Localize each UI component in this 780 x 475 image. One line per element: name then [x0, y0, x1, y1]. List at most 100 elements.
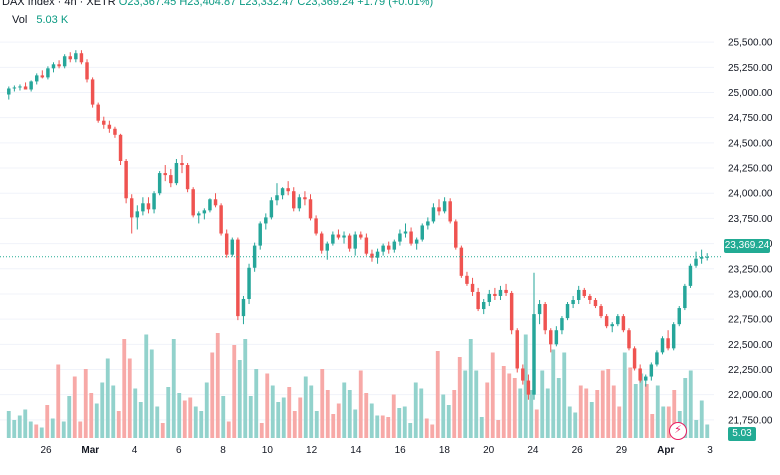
volume-bar [457, 357, 462, 438]
grid-lines [0, 41, 714, 421]
volume-bar [182, 400, 187, 438]
candle-body [90, 79, 95, 105]
candle-body [671, 324, 676, 349]
volume-bar [138, 402, 143, 438]
volume-bar [347, 390, 352, 438]
volume-bar [595, 390, 600, 438]
volume-bar [166, 387, 171, 438]
candle-body [526, 380, 531, 395]
candle-body [303, 197, 307, 200]
volume-bar [633, 384, 638, 438]
candle-body [582, 289, 587, 296]
volume-bar [78, 421, 83, 438]
volume-bar [699, 400, 704, 438]
candle-body [504, 289, 508, 293]
volume-bar [545, 388, 550, 438]
volume-bar [369, 403, 374, 438]
candle-body [191, 189, 195, 216]
price-tick-label: 23,750.00 [728, 214, 773, 225]
candle-body [197, 213, 201, 216]
volume-bar [281, 397, 286, 438]
volume-bar [501, 366, 506, 438]
candle-body [655, 352, 659, 365]
candle-body [202, 210, 207, 214]
volume-bar [584, 388, 589, 438]
price-tick-label: 25,500.00 [728, 38, 773, 49]
candle-body [437, 207, 441, 212]
candle-body [208, 199, 212, 211]
volume-bar [160, 423, 165, 438]
last-price-label: 23,369.24 [724, 239, 770, 253]
volume-bar [600, 370, 605, 438]
price-tick-label: 24,500.00 [728, 138, 773, 149]
candle-body [113, 128, 117, 135]
candle-body [392, 241, 397, 250]
volume-bar [391, 394, 396, 438]
candle-body [292, 191, 296, 209]
candle-body [426, 221, 430, 226]
price-tick-label: 24,750.00 [728, 113, 773, 124]
candle-body [308, 199, 313, 219]
price-candles [7, 50, 709, 400]
candle-body [359, 234, 363, 238]
candle-body [632, 348, 637, 369]
volume-bar [408, 423, 413, 438]
candle-body [46, 68, 50, 78]
candle-body [565, 304, 570, 319]
volume-bar [441, 394, 446, 438]
volume-bar [56, 364, 61, 438]
volume-bar [705, 424, 710, 438]
candle-body [409, 231, 413, 244]
volume-bar [45, 405, 50, 438]
volume-bar [688, 370, 693, 438]
volume-legend[interactable]: Vol 5.03 K [12, 14, 68, 26]
volume-bar [39, 427, 44, 438]
candle-body [18, 86, 22, 88]
candle-body [576, 289, 581, 300]
candle-body [325, 243, 330, 251]
candle-body [152, 193, 156, 210]
candle-body [688, 265, 693, 286]
candle-body [649, 364, 654, 377]
candle-body [269, 200, 274, 218]
volume-bar [375, 415, 380, 438]
volume-bar [17, 415, 22, 438]
candle-body [129, 198, 134, 218]
volume-bar [644, 384, 649, 438]
volume-bar [303, 376, 308, 438]
candle-body [593, 299, 598, 307]
time-tick-label: 4 [132, 445, 138, 456]
volume-bar [314, 411, 319, 438]
candle-body [386, 245, 391, 250]
volume-bar [177, 393, 182, 438]
price-tick-label: 21,750.00 [728, 415, 773, 426]
volume-bar [397, 408, 402, 438]
candle-body [146, 203, 151, 210]
candle-body [509, 292, 514, 331]
candle-body [241, 298, 246, 317]
volume-bar [67, 396, 72, 438]
volume-bar [50, 418, 55, 438]
volume-bar [534, 409, 539, 438]
candle-body [169, 175, 173, 184]
time-axis[interactable]: 26 Mar 4 6 8 10 12 14 16 18 20 24 26 29 Apr 3 [40, 445, 713, 456]
lightning-icon[interactable]: ⚡ [669, 422, 687, 440]
price-tick-label: 23,250.00 [728, 264, 773, 275]
volume-bar [523, 334, 528, 438]
candle-body [180, 163, 184, 166]
volume-bar [386, 417, 391, 438]
symbol-info[interactable]: DAX Index · 4h · XETR [2, 0, 116, 8]
time-tick-label: 16 [395, 445, 407, 456]
volume-bar [683, 378, 688, 438]
volume-bar [556, 378, 561, 438]
candle-body [40, 75, 45, 78]
candle-body [163, 173, 167, 176]
volume-bar [452, 390, 457, 438]
volume-bar [666, 406, 671, 438]
volume-bar [567, 406, 572, 438]
price-axis[interactable]: 25,500.00 25,250.00 25,000.00 24,750.00 24,5… [728, 38, 773, 427]
volume-bar [639, 373, 644, 438]
candle-body [336, 234, 341, 238]
